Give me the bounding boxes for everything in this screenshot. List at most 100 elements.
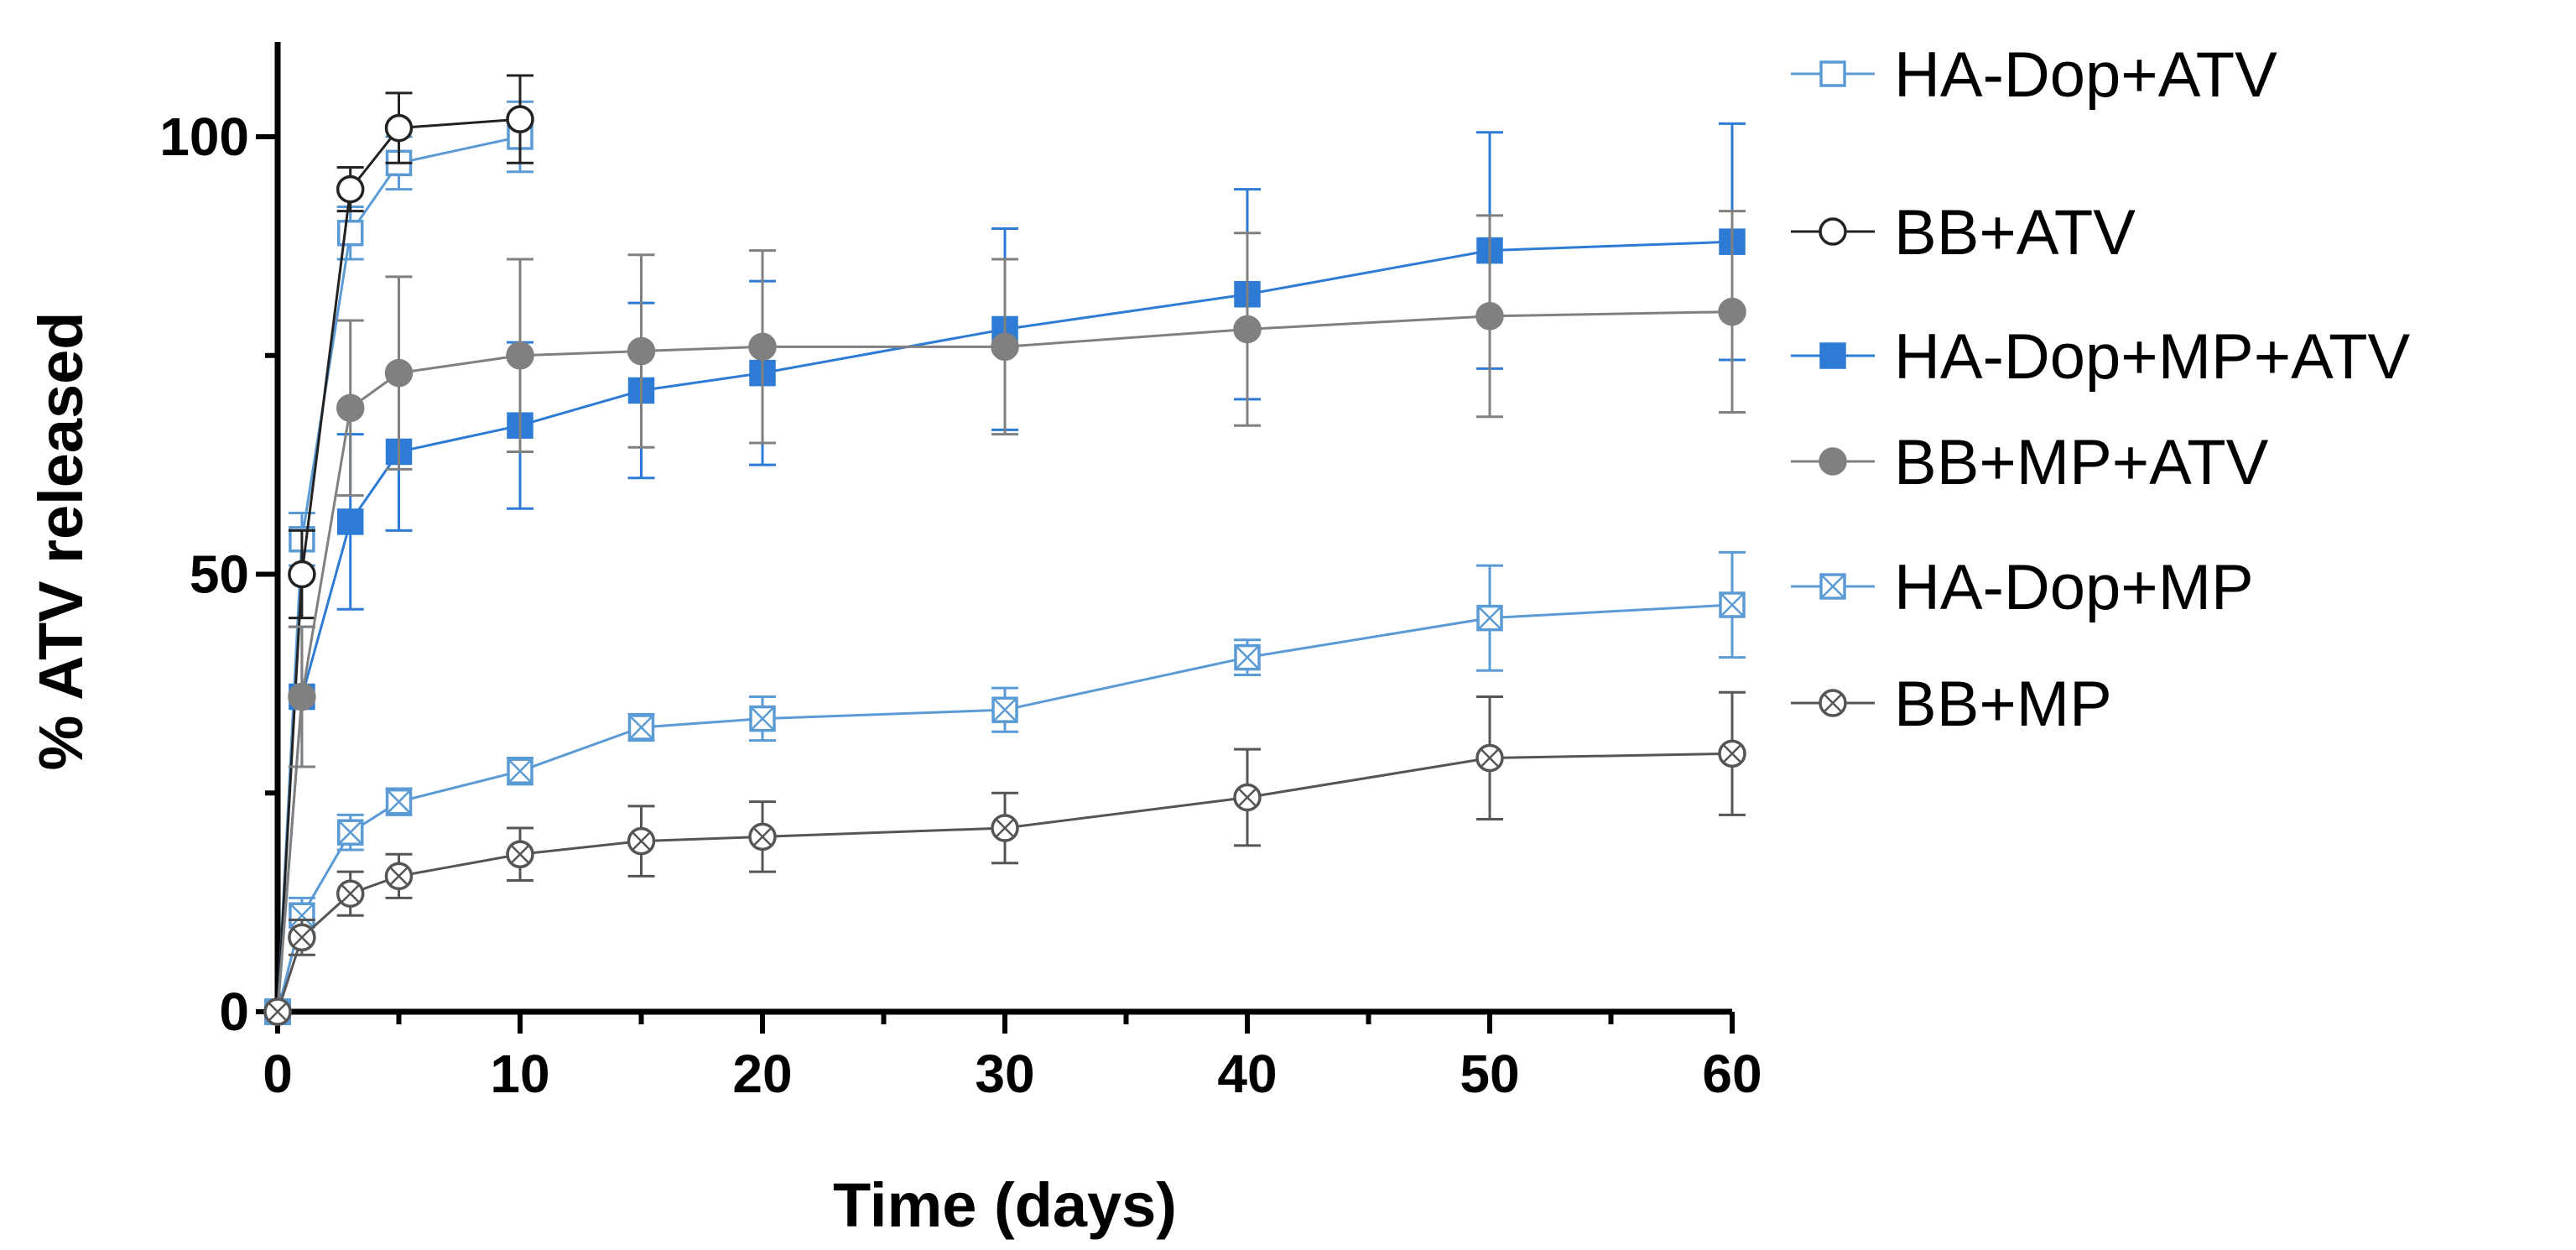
legend-item: BB+MP+ATV bbox=[1791, 427, 2269, 498]
data-point bbox=[384, 358, 414, 388]
data-point bbox=[748, 822, 777, 852]
marker-shape bbox=[384, 358, 414, 388]
x-tick-label: 60 bbox=[1702, 1044, 1762, 1104]
x-tick-label: 50 bbox=[1460, 1044, 1519, 1104]
data-point bbox=[1718, 297, 1746, 326]
x-tick-label: 0 bbox=[263, 1044, 293, 1104]
legend-label: HA-Dop+MP bbox=[1894, 552, 2254, 623]
y-tick-label: 0 bbox=[219, 982, 249, 1042]
data-point bbox=[336, 174, 365, 204]
data-point bbox=[1719, 591, 1746, 618]
data-point bbox=[1475, 302, 1504, 331]
marker-cross-line bbox=[992, 697, 1017, 723]
data-point bbox=[627, 336, 656, 366]
data-point bbox=[507, 758, 533, 784]
legend-marker bbox=[1819, 60, 1846, 87]
data-point bbox=[506, 840, 534, 869]
data-point bbox=[506, 341, 534, 370]
data-point bbox=[336, 879, 365, 908]
marker-shape bbox=[1819, 447, 1847, 476]
x-axis-ticks: 0 10 20 30 40 50 60 bbox=[263, 1012, 1762, 1104]
series-6 bbox=[263, 690, 1746, 1026]
data-point bbox=[384, 862, 414, 891]
marker-shape bbox=[1718, 297, 1746, 326]
marker-shape bbox=[1819, 60, 1846, 87]
x-axis-title: Time (days) bbox=[833, 1170, 1177, 1240]
data-point bbox=[336, 508, 364, 535]
x-tick-label: 30 bbox=[975, 1044, 1034, 1104]
legend-label: BB+ATV bbox=[1894, 197, 2136, 268]
legend-item: BB+ATV bbox=[1791, 197, 2136, 268]
marker-shape bbox=[506, 341, 534, 370]
marker-cross-line bbox=[268, 1002, 288, 1022]
marker-shape bbox=[506, 105, 534, 133]
marker-cross-line bbox=[337, 820, 363, 846]
data-point bbox=[1234, 643, 1261, 671]
marker-shape bbox=[1475, 302, 1504, 331]
marker-cross-line bbox=[1720, 592, 1745, 617]
data-point bbox=[1718, 739, 1746, 768]
marker-cross-line bbox=[510, 844, 530, 864]
data-point bbox=[288, 560, 316, 589]
data-point bbox=[1476, 604, 1503, 632]
marker-shape bbox=[336, 219, 364, 247]
legend-item: HA-Dop+MP bbox=[1791, 552, 2254, 623]
marker-cross-line bbox=[1823, 693, 1843, 713]
marker-cross-line bbox=[632, 831, 651, 852]
data-point bbox=[1475, 743, 1504, 773]
legend-label: HA-Dop+MP+ATV bbox=[1894, 321, 2411, 393]
marker-shape bbox=[1819, 342, 1846, 369]
data-point bbox=[627, 714, 655, 741]
marker-cross-line bbox=[750, 706, 775, 732]
marker-cross-line bbox=[1235, 644, 1260, 670]
y-tick-label: 100 bbox=[159, 107, 249, 167]
legend-marker bbox=[1819, 217, 1847, 246]
marker-cross-line bbox=[507, 758, 533, 784]
marker-shape bbox=[336, 508, 364, 535]
data-point bbox=[991, 332, 1019, 362]
marker-cross-line bbox=[1480, 748, 1500, 768]
data-point bbox=[1233, 783, 1262, 812]
legend-label: BB+MP+ATV bbox=[1894, 427, 2269, 498]
marker-cross-line bbox=[1820, 574, 1845, 599]
data-point bbox=[336, 393, 365, 423]
y-axis-ticks: 0 50 100 bbox=[159, 107, 278, 1042]
marker-cross-line bbox=[1477, 605, 1502, 631]
data-point bbox=[385, 788, 413, 815]
legend-marker bbox=[1819, 447, 1847, 476]
series-5 bbox=[264, 550, 1746, 1025]
data-point bbox=[263, 997, 292, 1026]
data-point bbox=[336, 219, 364, 247]
marker-shape bbox=[1819, 217, 1847, 246]
data-point bbox=[1233, 315, 1262, 344]
legend-item: BB+MP bbox=[1791, 669, 2112, 740]
marker-cross-line bbox=[292, 927, 312, 947]
marker-cross-line bbox=[1237, 787, 1257, 807]
x-tick-label: 40 bbox=[1217, 1044, 1277, 1104]
y-axis-title: % ATV released bbox=[26, 311, 96, 770]
marker-cross-line bbox=[995, 818, 1015, 838]
marker-shape bbox=[1233, 315, 1262, 344]
data-point bbox=[749, 705, 776, 732]
marker-shape bbox=[627, 336, 656, 366]
data-point bbox=[288, 923, 316, 952]
marker-cross-line bbox=[752, 826, 773, 846]
data-point bbox=[991, 696, 1018, 723]
legend-marker bbox=[1819, 342, 1846, 369]
marker-shape bbox=[336, 393, 365, 423]
data-point bbox=[288, 682, 316, 711]
legend-label: BB+MP bbox=[1894, 669, 2112, 740]
x-tick-label: 20 bbox=[732, 1044, 792, 1104]
marker-shape bbox=[748, 332, 777, 362]
marker-shape bbox=[384, 113, 414, 143]
marker-cross-line bbox=[341, 883, 361, 904]
legend-item: HA-Dop+MP+ATV bbox=[1791, 321, 2411, 393]
y-tick-label: 50 bbox=[190, 544, 249, 605]
series-layer bbox=[263, 74, 1746, 1026]
legend: HA-Dop+ATV BB+ATV HA-Dop+MP+ATV BB+MP+ATV HA… bbox=[1791, 39, 2411, 740]
series-4 bbox=[263, 210, 1746, 1026]
data-point bbox=[336, 819, 364, 846]
data-point bbox=[506, 105, 534, 133]
marker-shape bbox=[288, 560, 316, 589]
